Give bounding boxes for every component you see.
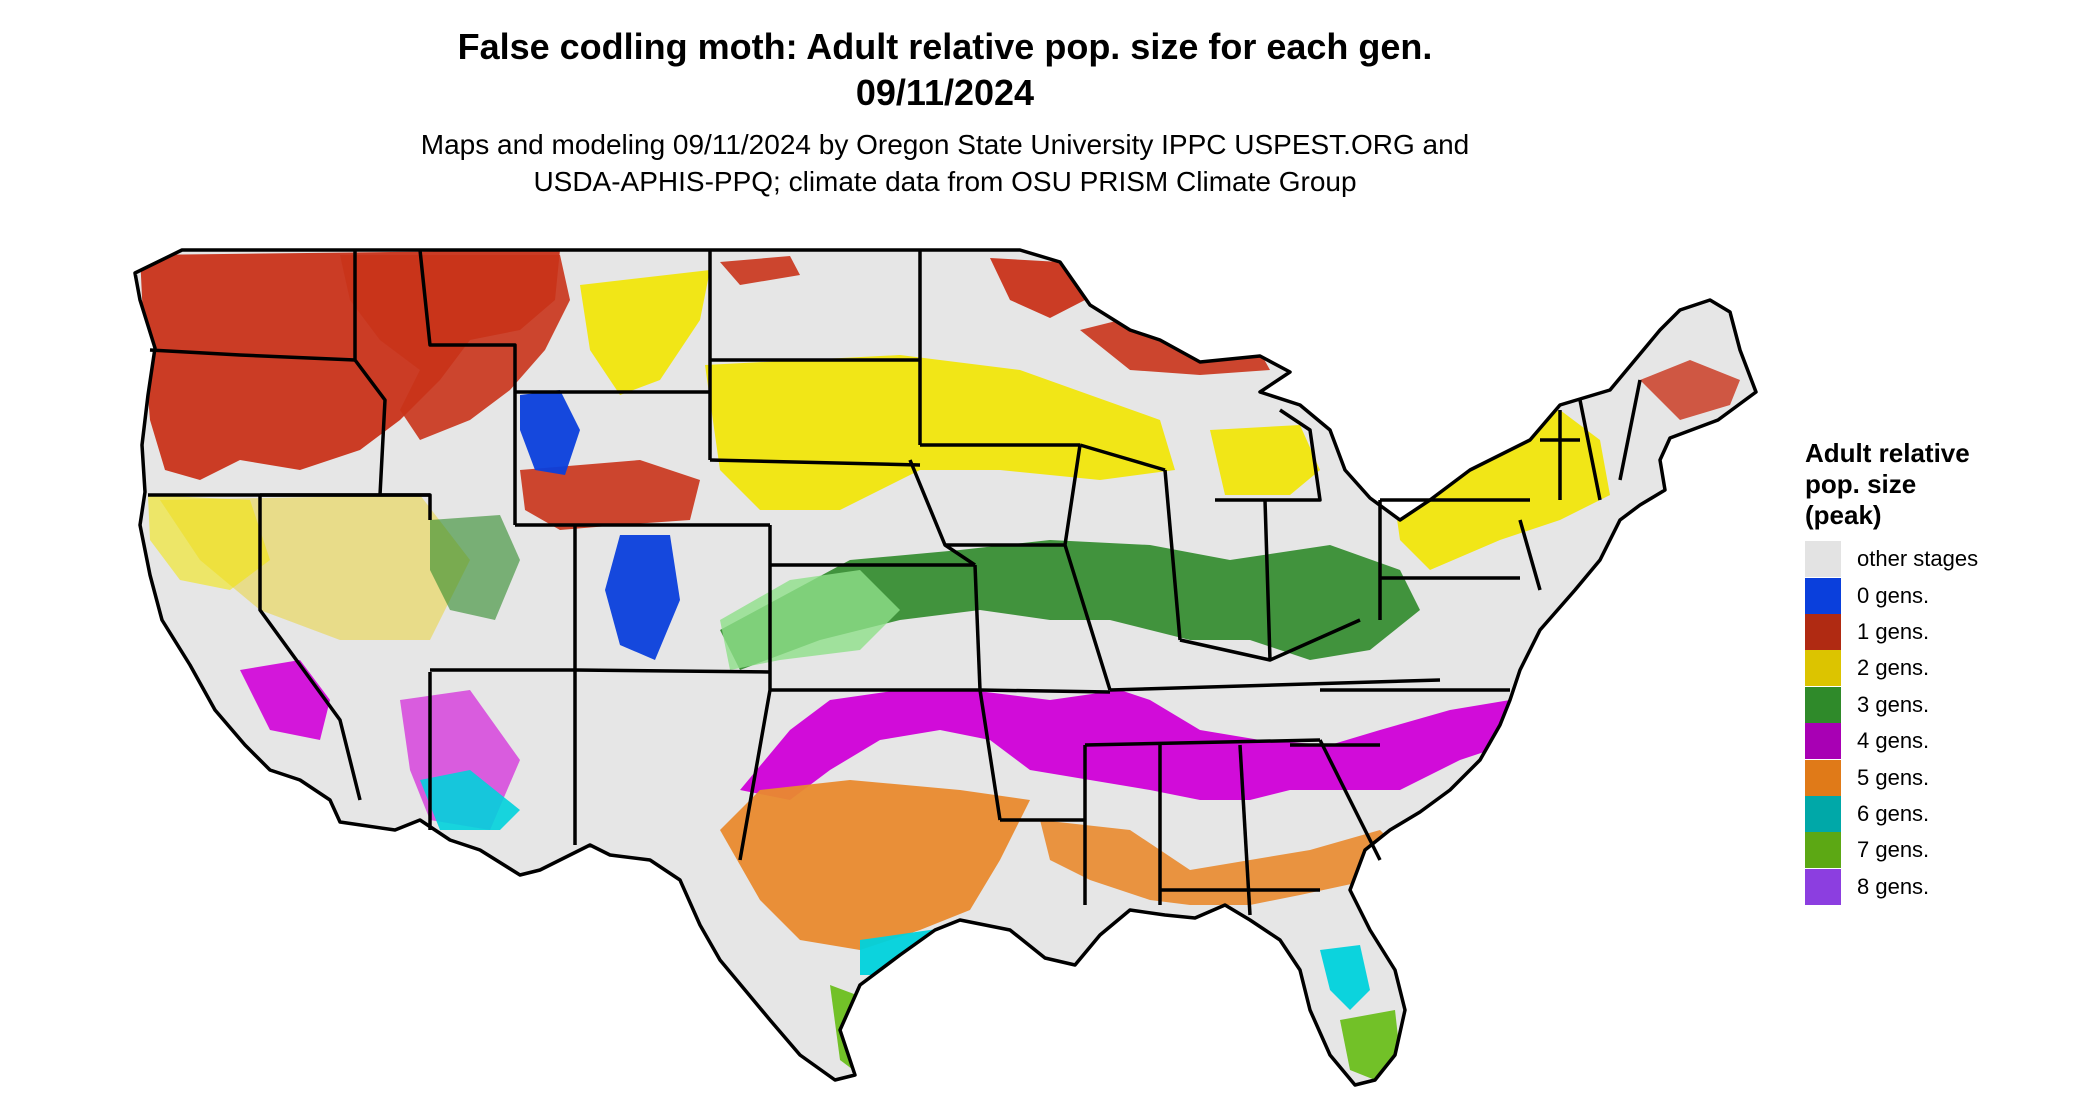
us-outline-border <box>133 248 1758 1087</box>
zone-gen6-florida <box>1320 945 1370 1010</box>
legend-label-other-stages: other stages <box>1857 546 1979 572</box>
zone-gen6-arizona <box>420 770 520 830</box>
legend-label-8-gens: 8 gens. <box>1857 873 1930 899</box>
legend-title-line2: pop. size <box>1805 469 1917 499</box>
zone-gen1-northern-maine <box>1640 360 1740 420</box>
border-or-wa <box>149 348 356 362</box>
legend-title: Adult relative pop. size (peak) <box>1805 438 2075 531</box>
legend-swatch-6-gens <box>1805 795 1841 832</box>
legend-swatch-1-gens <box>1805 613 1841 650</box>
border-nm-tx <box>738 525 772 861</box>
border-ia-east <box>1063 444 1112 691</box>
border-vt-nh <box>1578 399 1602 501</box>
zone-gen2-california-interior <box>148 495 270 590</box>
border-ut-az <box>430 668 771 674</box>
zone-gen1-north-idaho <box>340 255 570 440</box>
legend-swatch-7-gens <box>1805 832 1841 869</box>
map-title-line1: False codling moth: Adult relative pop. … <box>457 26 1433 67</box>
legend-item-other-stages: other stages <box>1805 541 2075 578</box>
border-id-nv-ut <box>260 493 432 520</box>
border-ok-ar <box>978 689 1002 821</box>
zone-gen5-texas <box>720 780 1030 950</box>
border-ga-sc-vert <box>1318 739 1382 861</box>
legend-label-6-gens: 6 gens. <box>1857 800 1930 826</box>
legend-swatch-8-gens <box>1805 868 1841 905</box>
map-credit-line2: USDA-APHIS-PPQ; climate data from OSU PR… <box>533 166 1357 197</box>
zone-gen7-south-florida <box>1340 1010 1400 1080</box>
zone-gen3-central-band <box>720 540 1420 670</box>
map-credit-line1: Maps and modeling 09/11/2024 by Oregon S… <box>420 129 1470 160</box>
zone-gen2-montana-east <box>580 270 710 395</box>
legend-label-0-gens: 0 gens. <box>1857 582 1930 608</box>
legend-label-2-gens: 2 gens. <box>1857 655 1930 681</box>
legend-title-line3: (peak) <box>1805 500 1882 530</box>
legend-swatch-2-gens <box>1805 650 1841 687</box>
state-borders <box>133 248 1758 1087</box>
legend-item-6-gens: 6 gens. <box>1805 795 2075 832</box>
legend-item-3-gens: 3 gens. <box>1805 686 2075 723</box>
zone-gen8-keys <box>1320 1085 1350 1100</box>
border-me-nh <box>1618 379 1642 481</box>
border-in-oh <box>1263 499 1272 661</box>
zone-gen1-minnesota-arrowhead <box>990 258 1085 318</box>
zone-gen0-colorado-front <box>605 535 680 660</box>
zone-gen3-kansas-light <box>720 570 900 670</box>
legend-item-7-gens: 7 gens. <box>1805 832 2075 869</box>
zone-gen1-wyoming-south <box>520 460 700 530</box>
legend-title-line1: Adult relative <box>1805 438 1970 468</box>
zone-gen2-michigan-lower <box>1210 425 1320 495</box>
legend-swatch-5-gens <box>1805 759 1841 796</box>
zone-gen0-wind-river <box>520 390 580 475</box>
border-tn-south <box>1084 738 1321 747</box>
border-id-east <box>353 250 387 496</box>
border-tn-north <box>1109 678 1441 692</box>
zone-gen3-utah <box>430 515 520 620</box>
border-mt-west <box>418 249 517 525</box>
legend-item-5-gens: 5 gens. <box>1805 759 2075 796</box>
legend-swatch-0-gens <box>1805 577 1841 614</box>
legend-item-4-gens: 4 gens. <box>1805 723 2075 760</box>
border-sd-ne <box>709 458 921 467</box>
zone-gen5-gulf-east <box>1040 820 1400 905</box>
zone-gen1-north-dakota <box>720 256 800 285</box>
legend-label-3-gens: 3 gens. <box>1857 691 1930 717</box>
border-mo-east <box>973 564 982 691</box>
legend-label-1-gens: 1 gens. <box>1857 618 1930 644</box>
legend-item-1-gens: 1 gens. <box>1805 613 2075 650</box>
legend-item-2-gens: 2 gens. <box>1805 650 2075 687</box>
border-mo-ar <box>979 688 1111 694</box>
legend-item-8-gens: 8 gens. <box>1805 868 2075 905</box>
border-nj <box>1518 519 1542 591</box>
legend-item-0-gens: 0 gens. <box>1805 577 2075 614</box>
border-ne-east <box>908 459 976 567</box>
border-wi-il <box>1079 443 1166 472</box>
legend-label-4-gens: 4 gens. <box>1857 728 1930 754</box>
border-mi-lower <box>1215 408 1322 502</box>
legend-swatch-3-gens <box>1805 686 1841 723</box>
border-al-ga <box>1238 744 1252 916</box>
legend-swatch-4-gens <box>1805 723 1841 760</box>
map-legend: Adult relative pop. size (peak) other st… <box>1805 438 2075 905</box>
zone-gen2-dakotas <box>705 355 1175 510</box>
border-nv-ca <box>258 495 362 801</box>
legend-swatch-other-stages <box>1805 541 1841 578</box>
map-title-date: 09/11/2024 <box>855 72 1035 113</box>
zone-gen4-southern-california <box>240 660 330 740</box>
border-il-in <box>1163 469 1182 641</box>
legend-label-5-gens: 5 gens. <box>1857 764 1930 790</box>
legend-label-7-gens: 7 gens. <box>1857 837 1930 863</box>
